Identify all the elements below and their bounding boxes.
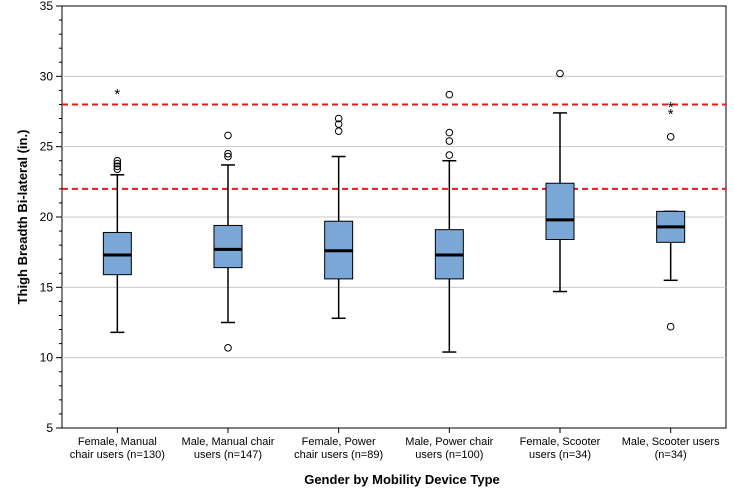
outlier-point [224,149,232,158]
box-group: * [102,86,132,334]
outlier-point [113,159,122,168]
grid-lines [62,75,726,359]
x-tick-label: Female, Manual [78,436,157,448]
outlier-point [445,128,454,137]
boxes: *** [102,69,686,353]
box-group [213,131,243,352]
iqr-box [545,182,575,241]
outlier-point [113,156,122,165]
y-tick-label: 35 [40,0,54,13]
x-tick-label: Female, Power [302,436,376,448]
box-group [324,114,354,320]
x-tick-label: chair users (n=130) [70,449,165,461]
outlier-point [445,90,454,99]
x-tick-label: Male, Scooter users [622,436,720,448]
x-axis-title: Gender by Mobility Device Type [304,472,500,487]
outlier-point [445,137,454,145]
x-tick-label: Male, Manual chair [182,436,275,448]
x-tick-label: users (n=34) [529,449,591,461]
outlier-point [334,114,343,123]
outlier-point [113,162,122,171]
reference-lines [62,103,726,190]
extreme-point: * [668,106,674,123]
y-tick-label: 10 [40,351,54,365]
outlier-point [666,133,675,141]
x-tick-label: users (n=100) [415,449,483,461]
box-group [545,69,575,293]
outlier-point [224,131,232,140]
outlier-point [113,165,122,173]
outlier-point [224,344,232,352]
x-tick-label: Female, Scooter [520,436,601,448]
x-tick-label: (n=34) [655,449,687,461]
box-group: ** [656,99,686,331]
outlier-point [666,322,675,331]
x-tick-label: Male, Power chair [405,436,493,448]
y-axis: 5 10 15 20 25 30 35 [40,0,62,435]
y-axis-title: Thigh Breadth Bi-lateral (in.) [15,130,30,305]
y-tick-label: 20 [40,210,54,224]
outlier-point [445,151,454,159]
iqr-box [213,224,243,269]
extreme-point: * [668,99,674,116]
y-tick-label: 5 [46,421,53,435]
outlier-point [334,120,343,128]
outlier-point [556,69,564,78]
y-tick-label: 15 [40,280,54,294]
outlier-point [224,152,232,161]
box-group [434,90,464,353]
x-tick-label: users (n=147) [194,449,262,461]
x-tick-label: chair users (n=89) [294,449,383,461]
extreme-point: * [114,86,120,103]
y-tick-label: 25 [40,140,54,154]
y-tick-label: 30 [40,69,54,83]
